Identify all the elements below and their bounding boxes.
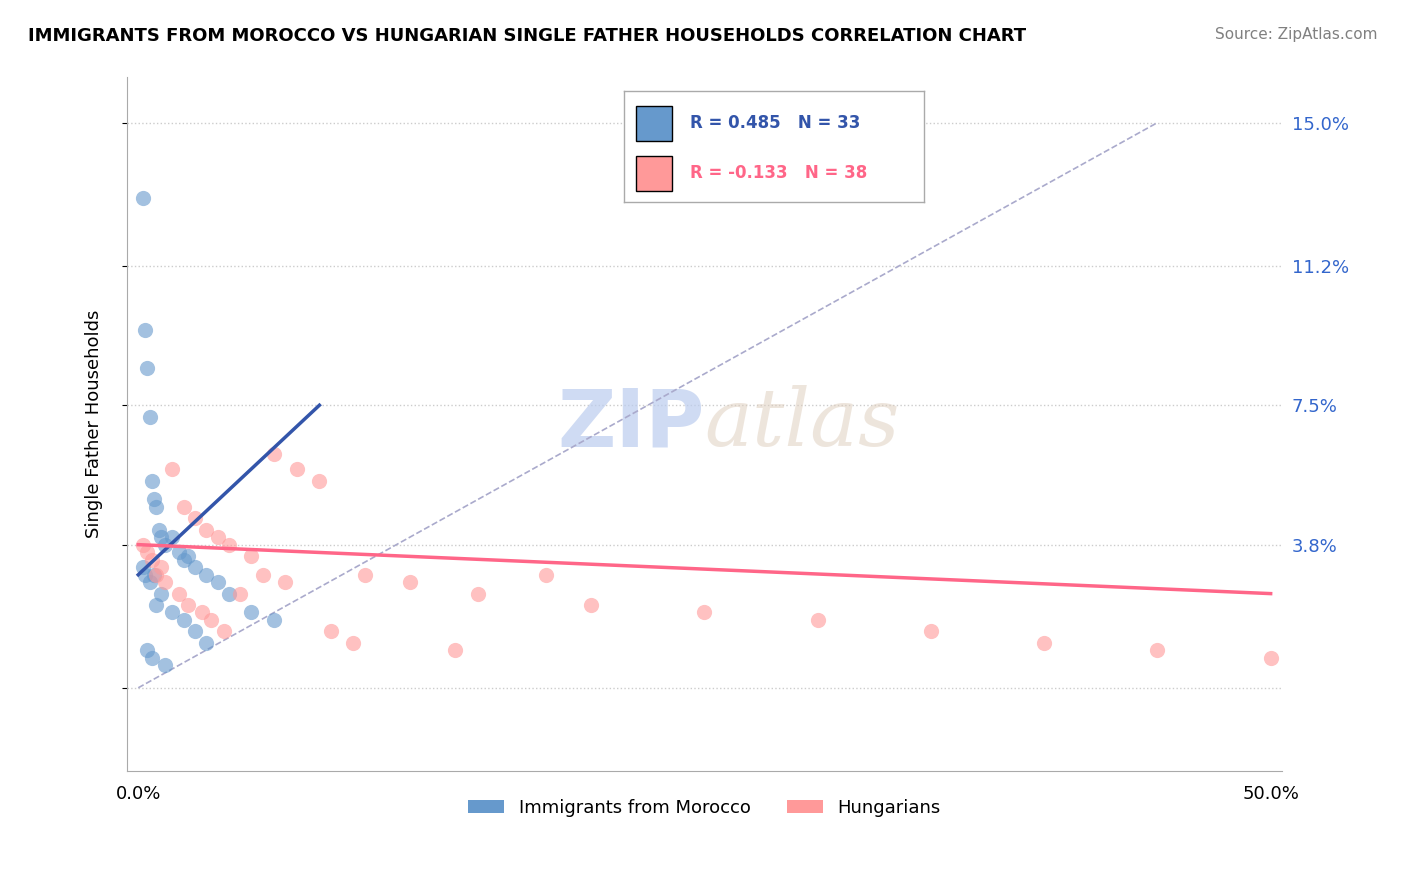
Point <box>342 635 364 649</box>
Point <box>308 474 330 488</box>
Point <box>148 523 170 537</box>
Point <box>167 586 190 600</box>
Point <box>155 538 177 552</box>
Point <box>252 567 274 582</box>
Point <box>160 462 183 476</box>
Point <box>693 606 716 620</box>
Point <box>319 624 342 639</box>
Point <box>138 575 160 590</box>
Point <box>149 530 172 544</box>
Point <box>167 545 190 559</box>
Point <box>399 575 422 590</box>
Point <box>145 500 167 514</box>
Point <box>263 613 285 627</box>
Point <box>136 360 159 375</box>
Text: atlas: atlas <box>704 385 900 463</box>
Point <box>229 586 252 600</box>
Point <box>190 606 212 620</box>
Point <box>132 191 155 205</box>
Point <box>136 545 159 559</box>
Point <box>141 474 163 488</box>
Point <box>132 560 155 574</box>
Point <box>184 511 207 525</box>
Point <box>143 492 166 507</box>
Point <box>444 643 467 657</box>
Point <box>149 586 172 600</box>
Point <box>160 530 183 544</box>
Point <box>132 538 155 552</box>
Point <box>138 409 160 424</box>
Point <box>155 575 177 590</box>
Point <box>274 575 297 590</box>
Point <box>195 567 218 582</box>
Point <box>173 552 195 566</box>
Point <box>184 560 207 574</box>
Point <box>579 598 602 612</box>
Point <box>200 613 222 627</box>
Point <box>141 552 163 566</box>
Text: ZIP: ZIP <box>557 385 704 463</box>
Legend: Immigrants from Morocco, Hungarians: Immigrants from Morocco, Hungarians <box>461 791 948 824</box>
Point <box>218 538 240 552</box>
Point <box>177 598 200 612</box>
Point <box>143 567 166 582</box>
Point <box>195 635 218 649</box>
Text: IMMIGRANTS FROM MOROCCO VS HUNGARIAN SINGLE FATHER HOUSEHOLDS CORRELATION CHART: IMMIGRANTS FROM MOROCCO VS HUNGARIAN SIN… <box>28 27 1026 45</box>
Y-axis label: Single Father Households: Single Father Households <box>86 310 103 538</box>
Point <box>207 575 229 590</box>
Point <box>807 613 830 627</box>
Point <box>145 567 167 582</box>
Point <box>263 447 285 461</box>
Point <box>160 606 183 620</box>
Point <box>134 567 156 582</box>
Point <box>534 567 557 582</box>
Point <box>155 658 177 673</box>
Point <box>173 613 195 627</box>
Point <box>207 530 229 544</box>
Point <box>285 462 308 476</box>
Point <box>184 624 207 639</box>
Point <box>177 549 200 563</box>
Point <box>141 650 163 665</box>
Point <box>1033 635 1056 649</box>
Point <box>1260 650 1282 665</box>
Text: 0.0%: 0.0% <box>115 785 160 803</box>
Point <box>353 567 375 582</box>
Point <box>136 643 159 657</box>
Point <box>195 523 218 537</box>
Point <box>1146 643 1168 657</box>
Point <box>920 624 942 639</box>
Text: 50.0%: 50.0% <box>1243 785 1299 803</box>
Point <box>240 606 263 620</box>
Point <box>173 500 195 514</box>
Point <box>134 323 156 337</box>
Point <box>214 624 236 639</box>
Text: Source: ZipAtlas.com: Source: ZipAtlas.com <box>1215 27 1378 42</box>
Point <box>240 549 263 563</box>
Point <box>467 586 489 600</box>
Point <box>149 560 172 574</box>
Point <box>145 598 167 612</box>
Point <box>218 586 240 600</box>
